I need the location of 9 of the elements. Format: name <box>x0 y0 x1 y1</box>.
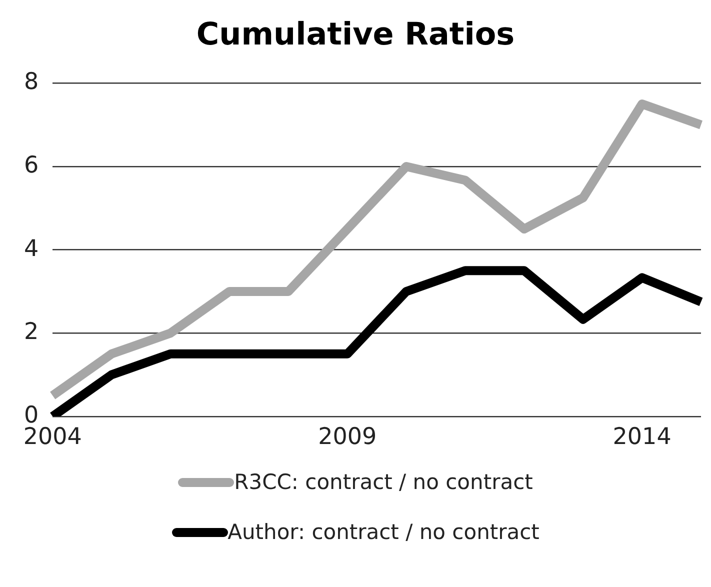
chart-title: Cumulative Ratios <box>196 16 515 53</box>
y-tick-label: 6 <box>24 152 39 178</box>
x-tick-label: 2009 <box>318 424 377 450</box>
legend-label: R3CC: contract / no contract <box>234 470 533 494</box>
y-tick-label: 8 <box>24 69 39 96</box>
legend-label: Author: contract / no contract <box>228 520 540 544</box>
y-tick-label: 4 <box>24 236 39 262</box>
y-tick-label: 2 <box>24 319 39 346</box>
x-tick-label: 2014 <box>612 424 672 450</box>
